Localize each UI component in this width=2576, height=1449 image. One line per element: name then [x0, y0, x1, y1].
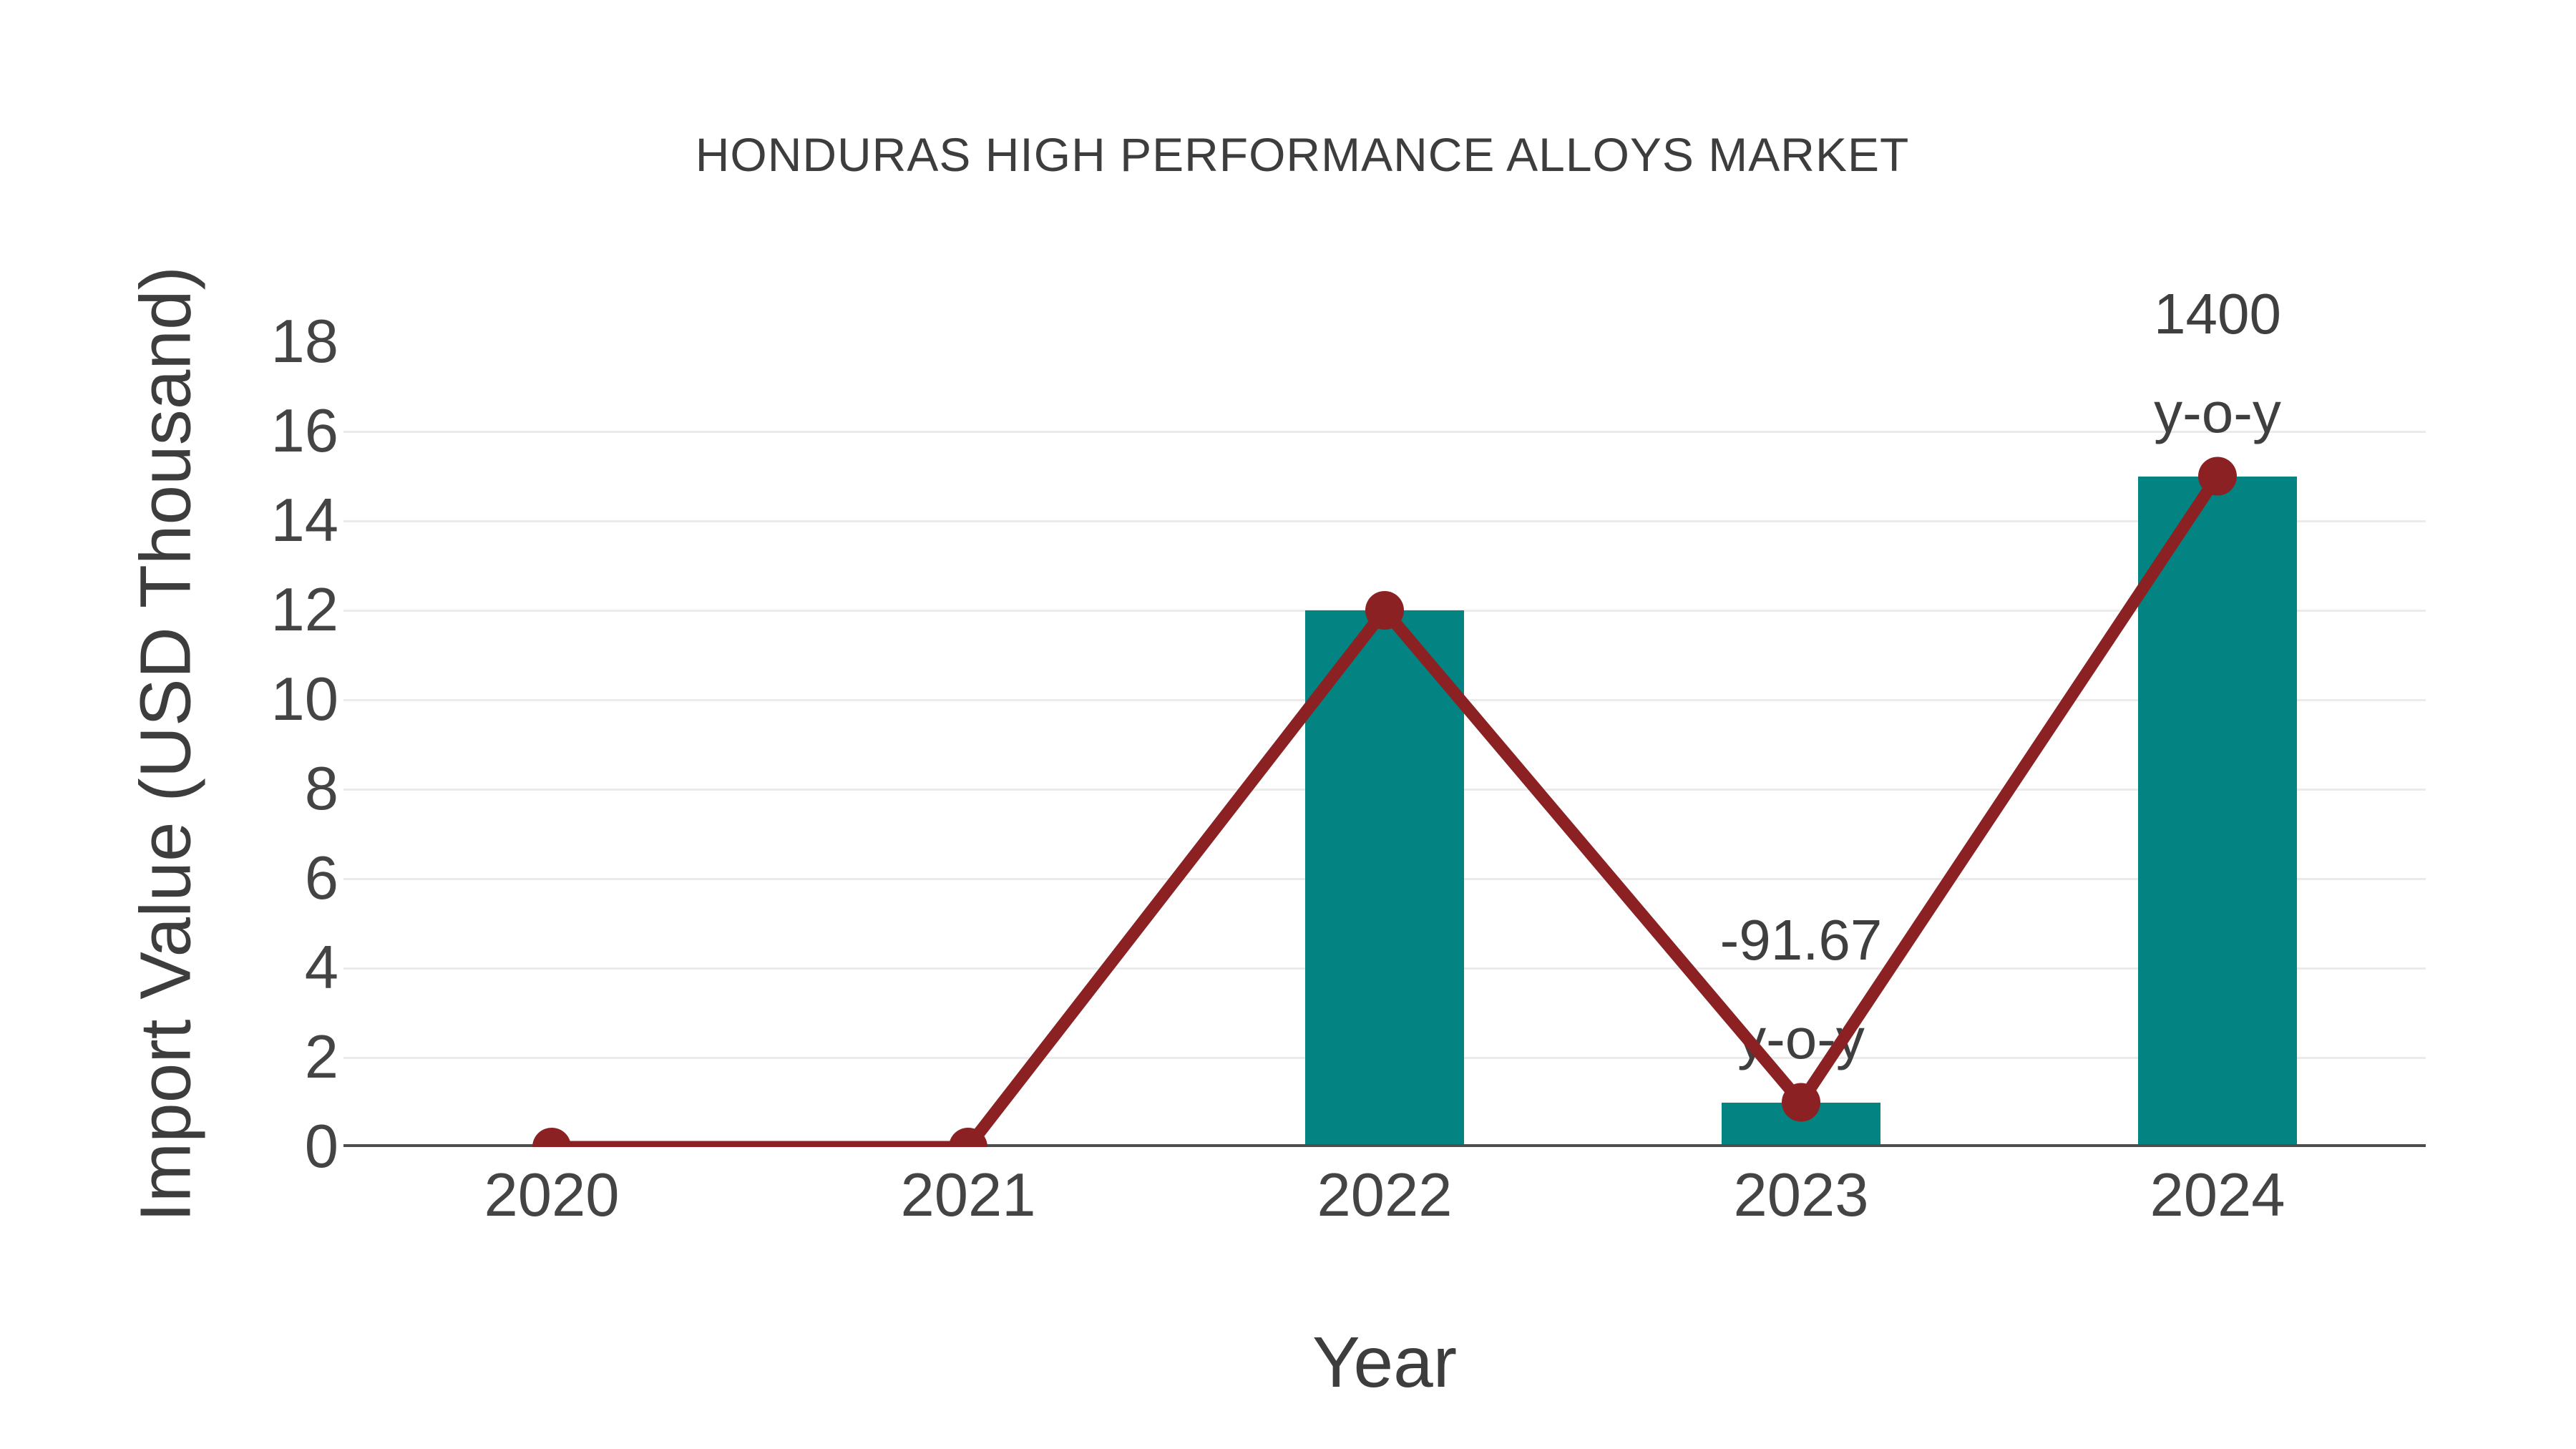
marker-2022[interactable]: [1365, 591, 1404, 630]
annotation-2024-line-1: 1400: [2154, 281, 2281, 346]
gridline-16: [343, 431, 2426, 433]
marker-2021[interactable]: [949, 1128, 987, 1147]
x-tick-label-2022: 2022: [1317, 1161, 1453, 1229]
y-tick-label-4: 4: [304, 934, 338, 1002]
y-tick-label-18: 18: [270, 308, 338, 376]
y-tick-label-0: 0: [304, 1113, 338, 1181]
line-series-layer: [343, 286, 2426, 1147]
y-tick-label-8: 8: [304, 755, 338, 823]
marker-2020[interactable]: [532, 1128, 571, 1147]
bar-2024[interactable]: [2138, 476, 2297, 1147]
gridline-14: [343, 520, 2426, 522]
annotation-2023-line-1: -91.67: [1719, 907, 1883, 972]
marker-2023[interactable]: [1782, 1083, 1820, 1122]
x-tick-label-2020: 2020: [484, 1161, 620, 1229]
bar-2022[interactable]: [1305, 610, 1464, 1147]
line-series-svg: [532, 457, 2237, 1148]
y-tick-label-14: 14: [270, 487, 338, 555]
x-axis-line: [343, 1144, 2426, 1147]
x-tick-label-2023: 2023: [1733, 1161, 1869, 1229]
y-tick-label-10: 10: [270, 665, 338, 733]
chart-title: HONDURAS HIGH PERFORMANCE ALLOYS MARKET: [695, 128, 1910, 181]
x-axis-title: Year: [1312, 1322, 1458, 1402]
plot-area: [343, 286, 2426, 1147]
y-tick-label-2: 2: [304, 1023, 338, 1091]
y-tick-label-12: 12: [270, 576, 338, 644]
y-tick-label-16: 16: [270, 397, 338, 465]
x-tick-label-2024: 2024: [2150, 1161, 2285, 1229]
trend-line[interactable]: [552, 472, 2223, 1148]
marker-2024[interactable]: [2198, 457, 2237, 496]
x-tick-label-2021: 2021: [900, 1161, 1036, 1229]
y-tick-label-6: 6: [304, 844, 338, 912]
annotation-2024: 1400 y-o-y: [2154, 265, 2281, 462]
annotation-2024-line-2: y-o-y: [2154, 380, 2281, 444]
